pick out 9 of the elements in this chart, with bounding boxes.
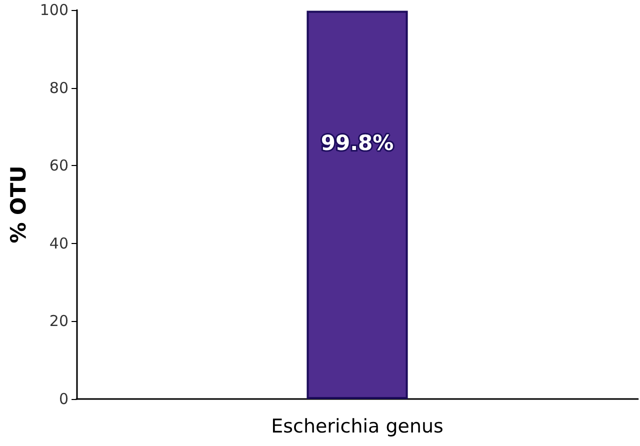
- y-tick-label: 60: [49, 156, 69, 175]
- y-tick-label: 100: [40, 1, 69, 19]
- y-axis-title: % OTU: [6, 166, 30, 244]
- y-tick-label: 80: [49, 78, 69, 97]
- x-tick-label: Escherichia genus: [271, 416, 444, 438]
- y-tick-label: 0: [58, 390, 69, 408]
- data-label: 99.8%: [320, 130, 394, 155]
- y-tick-label: 40: [49, 234, 69, 252]
- y-tick-label: 20: [49, 312, 69, 330]
